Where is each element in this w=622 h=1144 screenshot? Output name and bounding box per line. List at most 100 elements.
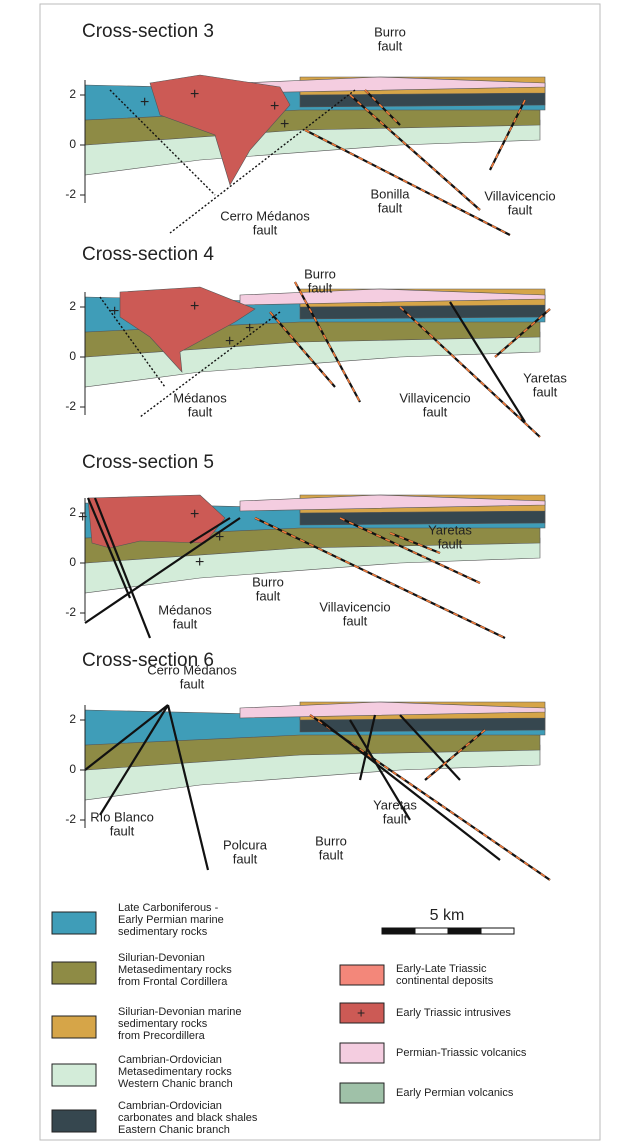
tick-label: 0 — [69, 555, 76, 569]
fault-label: fault — [256, 588, 281, 603]
fault — [139, 311, 281, 418]
fault — [84, 704, 169, 771]
fault — [169, 89, 356, 234]
legend-text: Early Permian marine — [118, 914, 224, 926]
swatch — [339, 964, 385, 986]
legend-text: Metasedimentary rocks — [118, 1066, 232, 1078]
legend-text: Metasedimentary rocks — [118, 964, 232, 976]
fault — [319, 719, 501, 861]
scale-segment — [381, 927, 416, 935]
cross: + — [110, 303, 119, 320]
legend-text: continental deposits — [396, 975, 494, 987]
swatch — [339, 1002, 385, 1024]
legend-text: sedimentary rocks — [118, 926, 208, 938]
fault — [189, 517, 231, 544]
fault — [339, 517, 481, 584]
fault — [84, 517, 241, 624]
fault-label: Burro — [304, 266, 336, 281]
fault-dash — [349, 94, 481, 211]
tick-label: -2 — [65, 605, 76, 619]
fault — [109, 89, 216, 196]
legend-text: from Precordillera — [118, 1030, 206, 1042]
cross: + — [195, 554, 204, 571]
tick-label: 2 — [69, 712, 76, 726]
fault-dash — [304, 129, 511, 236]
scale-label: 5 km — [430, 907, 465, 924]
cross: + — [270, 98, 279, 115]
fault-label: fault — [508, 202, 533, 217]
legend-text: Late Carboniferous - — [118, 902, 219, 914]
legend: Late Carboniferous -Early Permian marine… — [51, 902, 527, 1136]
fault-dash — [489, 99, 526, 171]
legend-text: Cambrian-Ordovician — [118, 1100, 222, 1112]
fault-label: Yaretas — [373, 797, 417, 812]
swatch — [51, 1015, 97, 1039]
cross: + — [245, 320, 254, 337]
fault — [449, 301, 526, 423]
tick-label: 2 — [69, 87, 76, 101]
fault-label: Cerro Médanos — [220, 208, 310, 223]
fault — [399, 714, 461, 781]
fault-dash — [294, 281, 361, 403]
legend-text: Silurian-Devonian marine — [118, 1006, 242, 1018]
fault — [99, 704, 169, 816]
fault-label: fault — [438, 536, 463, 551]
fault-label: fault — [173, 616, 198, 631]
swatch — [339, 1042, 385, 1064]
tick-label: 2 — [69, 299, 76, 313]
fault — [166, 704, 210, 871]
fault-dash — [424, 729, 486, 781]
tick-label: 2 — [69, 505, 76, 519]
fault-label: fault — [378, 200, 403, 215]
fault-dash — [269, 311, 336, 388]
fault-label: Villavicencio — [399, 390, 470, 405]
tick-label: 0 — [69, 349, 76, 363]
legend-text: sedimentary rocks — [118, 1018, 208, 1030]
fault-label: Burro — [374, 24, 406, 39]
fault-label: Yaretas — [523, 370, 567, 385]
cross: + — [190, 506, 199, 523]
tick-label: -2 — [65, 187, 76, 201]
cross: + — [280, 116, 289, 133]
section-title: Cross-section 4 — [82, 244, 214, 265]
fault-label: Polcura — [223, 837, 268, 852]
tick-label: -2 — [65, 812, 76, 826]
tick-label: 0 — [69, 762, 76, 776]
swatch — [51, 911, 97, 935]
layer-pink — [239, 494, 546, 512]
fault-label: fault — [343, 613, 368, 628]
cross: + — [225, 333, 234, 350]
fault — [93, 497, 152, 639]
fault-label: fault — [110, 823, 135, 838]
fault-label: Río Blanco — [90, 809, 154, 824]
fault — [99, 296, 166, 388]
fault-label: fault — [378, 38, 403, 53]
swatch — [51, 961, 97, 985]
section-title: Cross-section 5 — [82, 452, 214, 473]
legend-text: carbonates and black shales — [118, 1112, 258, 1124]
legend-text: Early Permian volcanics — [396, 1087, 514, 1099]
fault-label: Bonilla — [370, 186, 410, 201]
legend-text: Early-Late Triassic — [396, 963, 487, 975]
fault-label: Villavicencio — [484, 188, 555, 203]
legend-text: Western Chanic branch — [118, 1078, 233, 1090]
fault-label: fault — [188, 404, 213, 419]
legend-text: Eastern Chanic branch — [118, 1124, 230, 1136]
intrusive — [119, 286, 256, 373]
fault-dash — [399, 306, 541, 438]
section-title: Cross-section 3 — [82, 21, 214, 42]
legend-text: Cambrian-Ordovician — [118, 1054, 222, 1066]
fault-label: fault — [233, 851, 258, 866]
cross: + — [357, 1005, 365, 1021]
fault-label: fault — [533, 384, 558, 399]
fault-dash — [494, 308, 551, 358]
legend-text: from Frontal Cordillera — [118, 976, 228, 988]
fault-label: fault — [423, 404, 448, 419]
swatch — [51, 1063, 97, 1087]
fault-dash — [364, 89, 401, 126]
scale-segment — [414, 927, 449, 935]
scale-segment — [447, 927, 482, 935]
layer-pink — [239, 701, 546, 719]
